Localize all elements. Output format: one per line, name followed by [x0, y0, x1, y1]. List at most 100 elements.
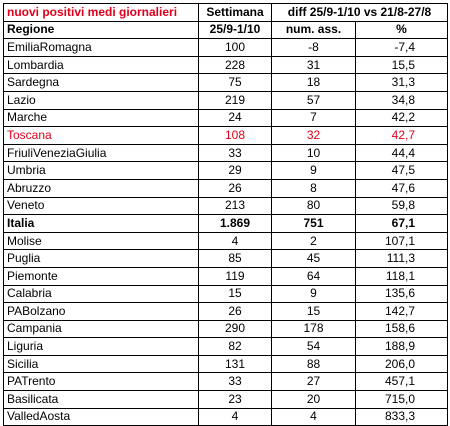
table-row: Lazio 219 57 34,8 — [3, 90, 449, 110]
value-cell: 4 — [198, 407, 272, 426]
region-cell: EmiliaRomagna — [3, 38, 199, 57]
abs-diff-cell: 4 — [271, 407, 356, 426]
table-row: Toscana 108 32 42,7 — [3, 126, 449, 145]
region-cell: Marche — [3, 108, 199, 128]
region-cell: PABolzano — [3, 302, 199, 321]
pct-diff-cell: -7,4 — [354, 38, 449, 57]
value-cell: 228 — [198, 55, 272, 75]
abs-diff-cell: 80 — [271, 196, 356, 216]
pct-diff-cell: 833,3 — [354, 407, 449, 426]
pct-diff-cell: 142,7 — [354, 302, 449, 321]
abs-diff-cell: 15 — [271, 302, 356, 321]
pct-diff-cell: 158,6 — [354, 319, 449, 339]
table-row: Italia 1.869 751 67,1 — [3, 214, 449, 233]
value-cell: 1.869 — [198, 214, 272, 233]
region-cell: Toscana — [3, 126, 199, 145]
abs-diff-cell: 8 — [271, 178, 356, 198]
value-cell: 213 — [198, 196, 272, 216]
value-cell: 131 — [198, 354, 272, 374]
region-cell: Piemonte — [3, 266, 199, 286]
pct-diff-cell: 44,4 — [354, 143, 449, 163]
region-cell: Sicilia — [3, 354, 199, 374]
diff-header: diff 25/9-1/10 vs 21/8-27/8 — [270, 3, 449, 22]
table-row: PATrento 33 27 457,1 — [3, 372, 449, 392]
abs-diff-cell: 64 — [271, 266, 356, 286]
table-row: Sicilia 131 88 206,0 — [3, 354, 449, 374]
abs-diff-cell: 54 — [271, 337, 356, 356]
table-row: Abruzzo 26 8 47,6 — [3, 178, 449, 198]
value-cell: 119 — [198, 266, 272, 286]
abs-diff-cell: 9 — [271, 284, 356, 304]
table-row: FriuliVeneziaGiulia 33 10 44,4 — [3, 143, 449, 163]
region-cell: ValledAosta — [3, 407, 199, 426]
abs-diff-cell: 45 — [271, 249, 356, 268]
pct-diff-cell: 206,0 — [354, 354, 449, 374]
pct-diff-cell: 34,8 — [354, 90, 449, 110]
abs-diff-cell: 57 — [271, 90, 356, 110]
region-cell: Sardegna — [3, 73, 199, 92]
value-cell: 108 — [198, 126, 272, 145]
pct-diff-cell: 457,1 — [354, 372, 449, 392]
pct-header: % — [354, 20, 449, 40]
title-row: nuovi positivi medi giornalieri Settiman… — [3, 3, 449, 22]
value-cell: 23 — [198, 390, 272, 409]
pct-diff-cell: 59,8 — [354, 196, 449, 216]
pct-diff-cell: 42,7 — [354, 126, 449, 145]
table-row: Campania 290 178 158,6 — [3, 319, 449, 339]
abs-diff-cell: 20 — [271, 390, 356, 409]
positives-table: nuovi positivi medi giornalieri Settiman… — [3, 3, 449, 426]
table-title: nuovi positivi medi giornalieri — [3, 3, 199, 22]
region-cell: Lazio — [3, 90, 199, 110]
regione-header: Regione — [3, 20, 199, 40]
abs-diff-cell: 751 — [271, 214, 356, 233]
abs-diff-cell: 2 — [271, 231, 356, 251]
table-row: Sardegna 75 18 31,3 — [3, 73, 449, 92]
value-cell: 26 — [198, 302, 272, 321]
table-row: Liguria 82 54 188,9 — [3, 337, 449, 356]
abs-diff-cell: 32 — [271, 126, 356, 145]
table-row: EmiliaRomagna 100 -8 -7,4 — [3, 38, 449, 57]
column-header-row: Regione 25/9-1/10 num. ass. % — [3, 20, 449, 40]
pct-diff-cell: 47,5 — [354, 161, 449, 180]
value-cell: 75 — [198, 73, 272, 92]
value-cell: 15 — [198, 284, 272, 304]
pct-diff-cell: 715,0 — [354, 390, 449, 409]
pct-diff-cell: 135,6 — [354, 284, 449, 304]
value-cell: 4 — [198, 231, 272, 251]
value-cell: 290 — [198, 319, 272, 339]
region-cell: Lombardia — [3, 55, 199, 75]
abs-diff-cell: 31 — [271, 55, 356, 75]
value-cell: 24 — [198, 108, 272, 128]
region-cell: Puglia — [3, 249, 199, 268]
table-row: ValledAosta 4 4 833,3 — [3, 407, 449, 426]
abs-diff-cell: 88 — [271, 354, 356, 374]
abs-diff-cell: 9 — [271, 161, 356, 180]
value-cell: 85 — [198, 249, 272, 268]
region-cell: Veneto — [3, 196, 199, 216]
num-ass-header: num. ass. — [271, 20, 356, 40]
pct-diff-cell: 47,6 — [354, 178, 449, 198]
pct-diff-cell: 111,3 — [354, 249, 449, 268]
table-row: Molise 4 2 107,1 — [3, 231, 449, 251]
table-row: Lombardia 228 31 15,5 — [3, 55, 449, 75]
table-row: Umbria 29 9 47,5 — [3, 161, 449, 180]
region-cell: Basilicata — [3, 390, 199, 409]
region-cell: Umbria — [3, 161, 199, 180]
value-cell: 219 — [198, 90, 272, 110]
pct-diff-cell: 118,1 — [354, 266, 449, 286]
region-cell: Italia — [3, 214, 199, 233]
region-cell: Calabria — [3, 284, 199, 304]
table-row: Piemonte 119 64 118,1 — [3, 266, 449, 286]
region-cell: Molise — [3, 231, 199, 251]
table-row: Puglia 85 45 111,3 — [3, 249, 449, 268]
pct-diff-cell: 188,9 — [354, 337, 449, 356]
abs-diff-cell: -8 — [271, 38, 356, 57]
abs-diff-cell: 18 — [271, 73, 356, 92]
table-row: Basilicata 23 20 715,0 — [3, 390, 449, 409]
value-cell: 100 — [198, 38, 272, 57]
pct-diff-cell: 42,2 — [354, 108, 449, 128]
table-row: Marche 24 7 42,2 — [3, 108, 449, 128]
pct-diff-cell: 31,3 — [354, 73, 449, 92]
region-cell: Campania — [3, 319, 199, 339]
abs-diff-cell: 7 — [271, 108, 356, 128]
